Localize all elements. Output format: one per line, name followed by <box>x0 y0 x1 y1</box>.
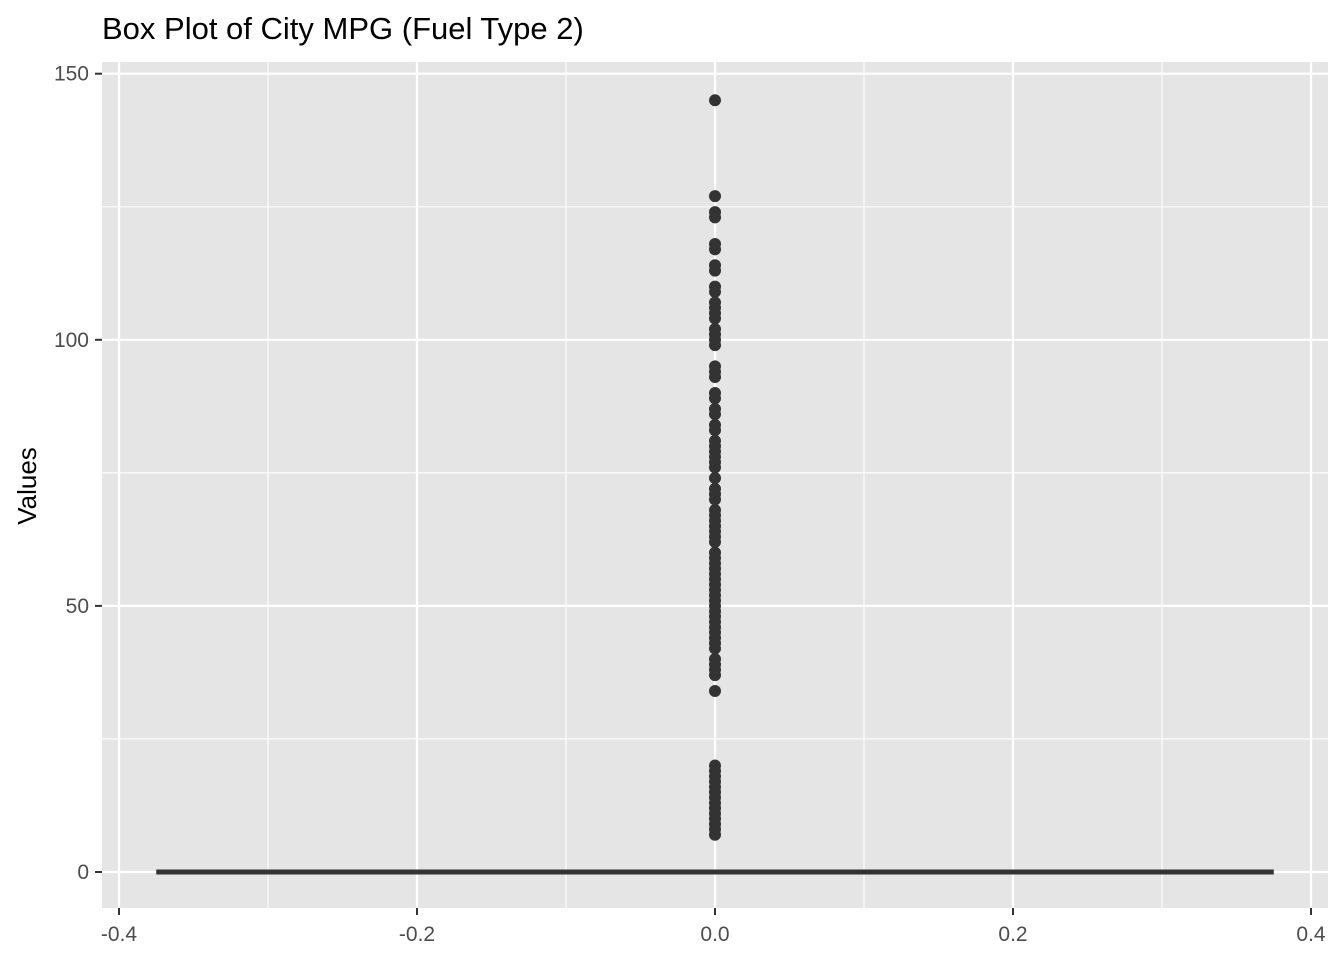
outlier-point <box>709 828 721 841</box>
y-tick-label: 100 <box>54 329 89 352</box>
outlier-point <box>709 211 721 224</box>
outlier-points <box>709 94 721 841</box>
outlier-point <box>709 536 721 549</box>
outlier-point <box>709 642 721 655</box>
outlier-point <box>709 264 721 277</box>
outlier-point <box>709 392 721 405</box>
y-axis: 0 50 100 150 <box>54 63 102 884</box>
outlier-point <box>709 424 721 437</box>
y-axis-label: Values <box>12 447 42 525</box>
outlier-point <box>709 371 721 384</box>
x-tick-label: 0.2 <box>998 923 1027 946</box>
outlier-point <box>709 190 721 203</box>
outlier-point <box>709 243 721 256</box>
outlier-point <box>709 461 721 474</box>
x-tick-label: 0.0 <box>700 923 729 946</box>
x-tick-label: -0.4 <box>101 923 138 946</box>
x-tick-label: -0.2 <box>399 923 435 946</box>
x-tick-label: 0.4 <box>1296 923 1326 946</box>
outlier-point <box>709 312 721 325</box>
y-tick-label: 50 <box>66 595 89 618</box>
outlier-point <box>709 285 721 298</box>
outlier-point <box>709 94 721 107</box>
y-tick-label: 150 <box>54 63 89 86</box>
outlier-point <box>709 472 721 485</box>
outlier-point <box>709 493 721 506</box>
outlier-point <box>709 669 721 682</box>
outlier-point <box>709 685 721 698</box>
y-tick-label: 0 <box>77 861 89 884</box>
chart-title: Box Plot of City MPG (Fuel Type 2) <box>102 11 584 46</box>
x-axis: -0.4 -0.2 0.0 0.2 0.4 <box>101 908 1326 946</box>
outlier-point <box>709 339 721 352</box>
outlier-point <box>709 408 721 421</box>
